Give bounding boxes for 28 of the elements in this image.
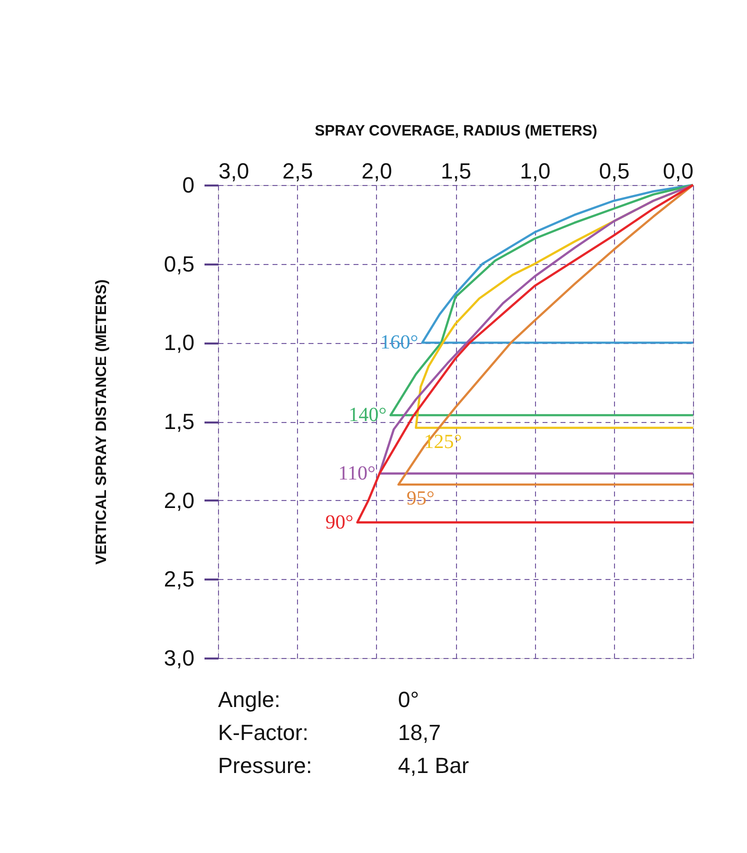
text: Pressure:	[218, 753, 312, 778]
y-tick-label: 1,5	[164, 409, 194, 434]
x-tick-label: 1,0	[520, 158, 550, 184]
series-label: 140°	[348, 404, 387, 426]
text: 0°	[398, 687, 420, 712]
x-tick-label: 1,5	[440, 158, 472, 184]
y-tick-label: 1,0	[164, 330, 194, 356]
x-tick-label: 0,0	[662, 158, 694, 184]
line-series	[421, 184, 694, 344]
series-label: 110°	[338, 462, 376, 485]
series-label: 95°	[406, 488, 434, 510]
x-axis-title: SPRAY COVERAGE, RADIUS (METERS)	[314, 122, 598, 140]
x-tick-label: 3,0	[218, 158, 250, 184]
text: Angle:	[218, 687, 280, 712]
y-tick-label: 2,5	[164, 566, 194, 592]
x-tick-label: 0,5	[599, 158, 630, 184]
y-axis-title: VERTICAL SPRAY DISTANCE (METERS)	[92, 279, 110, 565]
series-label: 90°	[325, 511, 354, 534]
y-tick-label: 0,5	[164, 251, 194, 276]
y-tick-label: 2,0	[164, 488, 194, 513]
y-tick-label: 0	[182, 172, 194, 198]
x-tick-label: 2,0	[362, 158, 392, 184]
text: K-Factor:	[218, 720, 308, 745]
x-tick-label: 2,5	[282, 158, 313, 184]
text: 18,7	[398, 720, 441, 745]
y-tick-label: 3,0	[164, 646, 194, 670]
text: 4,1 Bar	[398, 753, 469, 778]
series-label: 160°	[380, 332, 418, 354]
